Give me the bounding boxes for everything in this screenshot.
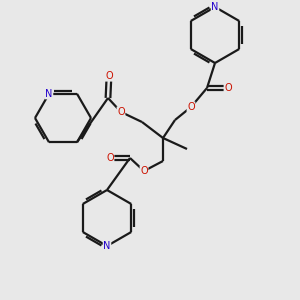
Text: O: O: [105, 71, 113, 81]
Text: O: O: [187, 102, 195, 112]
Text: N: N: [45, 89, 53, 99]
Text: O: O: [106, 153, 114, 163]
Text: N: N: [103, 241, 111, 251]
Text: O: O: [117, 107, 125, 117]
Text: N: N: [211, 2, 219, 12]
Text: O: O: [140, 166, 148, 176]
Text: O: O: [224, 83, 232, 93]
